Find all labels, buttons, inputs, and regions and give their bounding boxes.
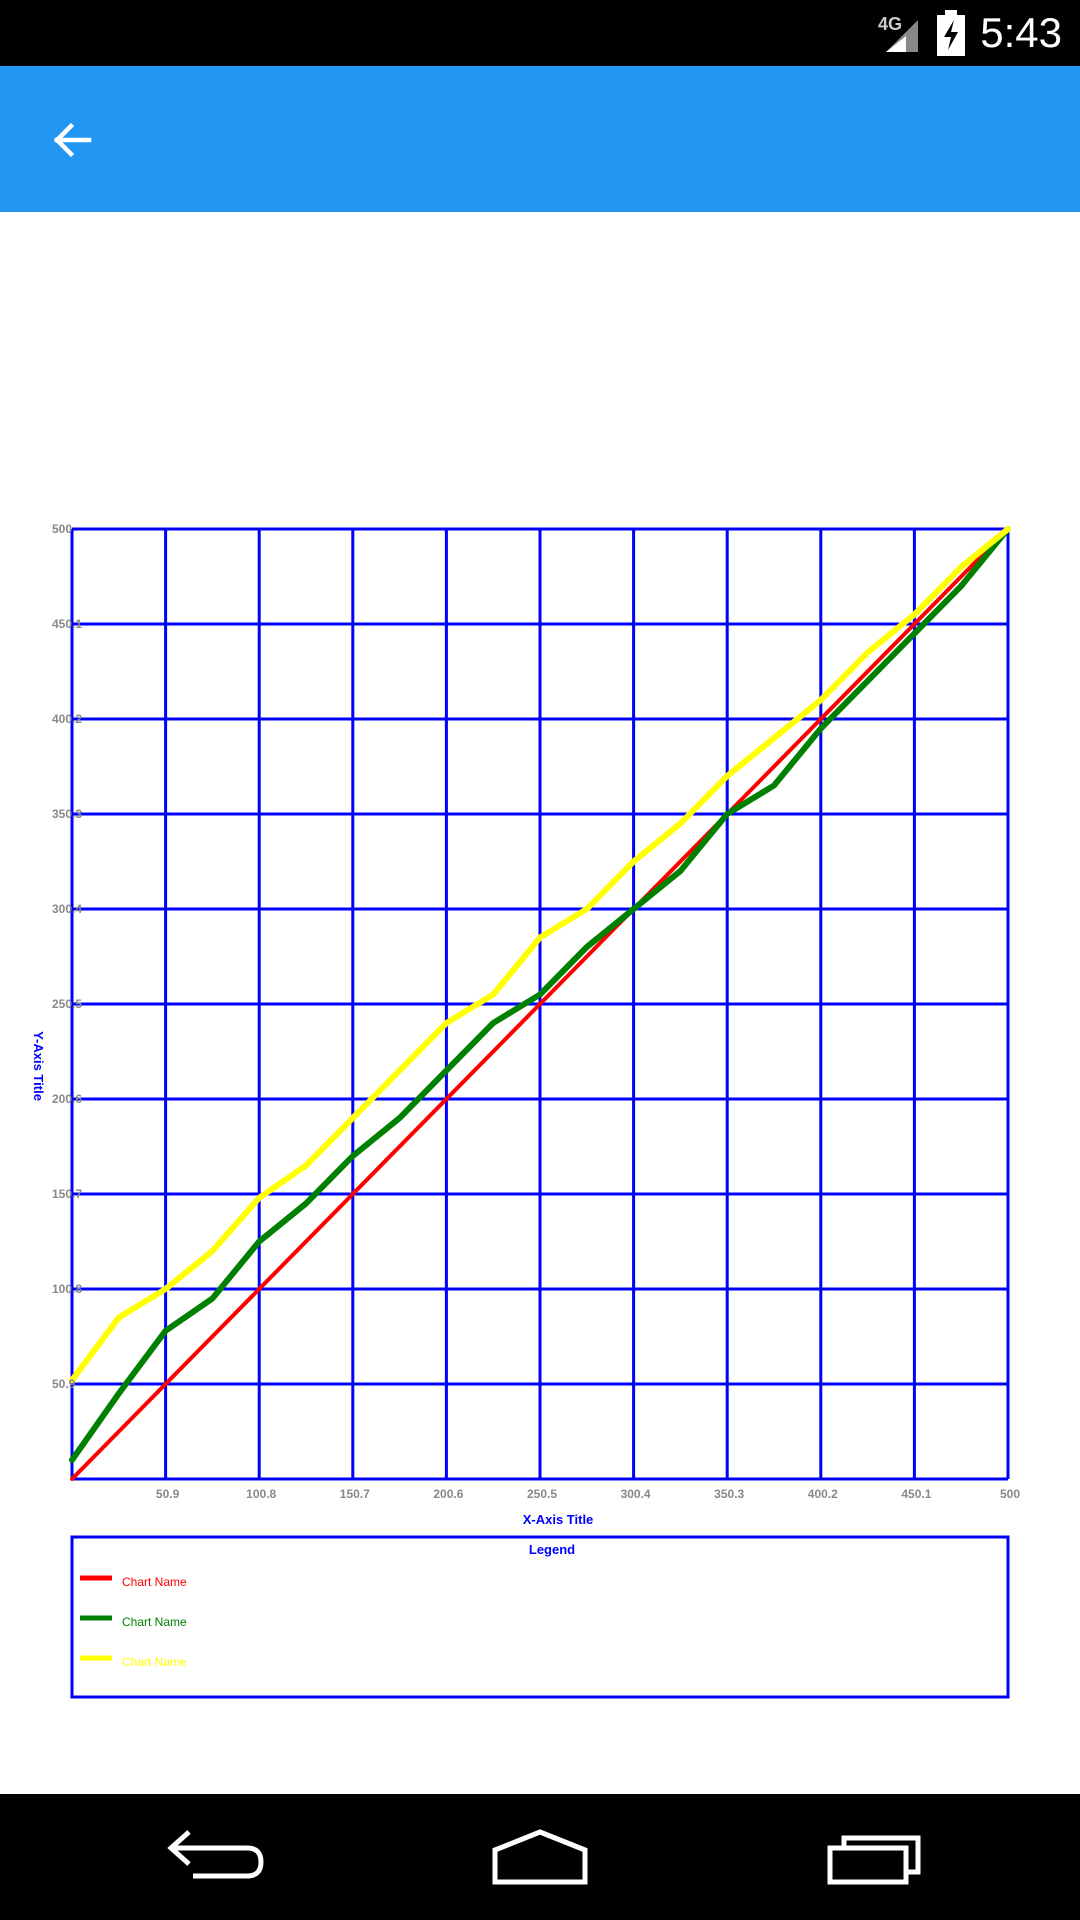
network-type-label: 4G [878, 14, 902, 34]
signal-icon: 4G [878, 14, 918, 52]
home-icon [492, 1829, 588, 1885]
navigation-bar [0, 1794, 1080, 1920]
x-tick-label: 150.7 [340, 1487, 370, 1501]
arrow-back-icon [53, 122, 92, 158]
back-button[interactable] [30, 102, 112, 178]
x-tick-label: 100.8 [246, 1487, 276, 1501]
legend-label: Chart Name [122, 1615, 187, 1629]
recents-icon [827, 1835, 921, 1885]
x-tick-label: 350.3 [714, 1487, 744, 1501]
y-tick-label: 100.8 [52, 1282, 82, 1296]
nav-back-button[interactable] [135, 1820, 285, 1894]
x-tick-label: 50.9 [156, 1487, 180, 1501]
nav-home-button[interactable] [465, 1820, 615, 1894]
series-line-3 [69, 526, 1011, 1384]
x-axis-ticks: 50.9 100.8 150.7 200.6 250.5 300.4 350.3 400.2 4… [156, 1487, 1020, 1501]
x-axis-title: X-Axis Title [523, 1512, 594, 1527]
status-time: 5:43 [980, 9, 1062, 56]
y-axis-ticks: 50.9 100.8 150.7 200.6 250.5 300.4 350.3 400.2 4… [52, 522, 82, 1391]
x-tick-label: 500 [1000, 1487, 1020, 1501]
chart-legend: Legend Chart Name Chart Name Chart Name [70, 1535, 1010, 1699]
y-tick-label: 250.5 [52, 997, 82, 1011]
app-bar [0, 66, 1080, 212]
status-bar: 4G 5:43 [0, 0, 1080, 66]
y-tick-label: 50.9 [52, 1377, 76, 1391]
x-tick-label: 400.2 [808, 1487, 838, 1501]
series-line-2 [69, 526, 1011, 1463]
y-tick-label: 150.7 [52, 1187, 82, 1201]
line-chart: 50.9 100.8 150.7 200.6 250.5 300.4 350.3 400.2 4… [0, 212, 1080, 1794]
legend-label: Chart Name [122, 1575, 187, 1589]
back-nav-icon [167, 1830, 264, 1879]
legend-title: Legend [529, 1542, 575, 1557]
y-tick-label: 500 [52, 522, 72, 536]
series-line-1 [70, 527, 1010, 1481]
nav-recents-button[interactable] [800, 1820, 950, 1894]
x-tick-label: 450.1 [901, 1487, 931, 1501]
legend-box [70, 1535, 1010, 1699]
chart-grid [70, 527, 1010, 1481]
chart-series [69, 526, 1011, 1481]
chart-canvas: 50.9 100.8 150.7 200.6 250.5 300.4 350.3 400.2 4… [31, 522, 1020, 1699]
battery-charging-icon [937, 10, 965, 56]
y-tick-label: 300.4 [52, 902, 82, 916]
x-tick-label: 250.5 [527, 1487, 557, 1501]
y-tick-label: 450.1 [52, 617, 82, 631]
legend-label: Chart Name [122, 1655, 187, 1669]
x-tick-label: 200.6 [433, 1487, 463, 1501]
x-tick-label: 300.4 [621, 1487, 651, 1501]
y-tick-label: 200.6 [52, 1092, 82, 1106]
y-tick-label: 400.2 [52, 712, 82, 726]
y-axis-title: Y-Axis Title [31, 1031, 46, 1101]
legend-entries: Chart Name Chart Name Chart Name [80, 1575, 187, 1669]
y-tick-label: 350.3 [52, 807, 82, 821]
